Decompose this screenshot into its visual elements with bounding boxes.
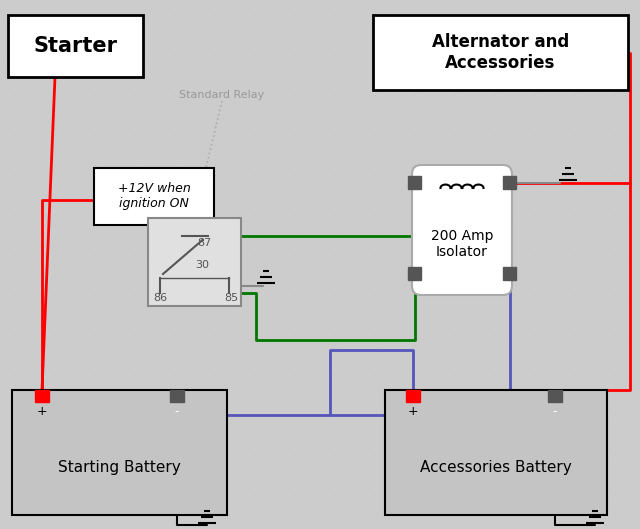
Bar [373, 15, 628, 90]
Bar [503, 267, 516, 280]
Text: 200 Amp
Isolator: 200 Amp Isolator [431, 229, 493, 259]
Bar [8, 15, 143, 77]
Bar [408, 267, 421, 280]
Bar [94, 168, 214, 225]
FancyBboxPatch shape [412, 165, 512, 295]
Bar [385, 390, 607, 515]
Text: Starter: Starter [33, 36, 118, 56]
Bar [35, 390, 49, 402]
Bar [408, 176, 421, 189]
Bar [503, 176, 516, 189]
Text: 87: 87 [197, 238, 212, 248]
Text: Accessories Battery: Accessories Battery [420, 460, 572, 475]
Text: -: - [175, 405, 179, 418]
Text: Starting Battery: Starting Battery [58, 460, 181, 475]
Text: Alternator and
Accessories: Alternator and Accessories [432, 33, 569, 72]
Text: 85: 85 [224, 293, 238, 303]
Bar [170, 390, 184, 402]
Text: Standard Relay: Standard Relay [179, 90, 264, 100]
Bar [548, 390, 562, 402]
Text: -: - [553, 405, 557, 418]
Bar [12, 390, 227, 515]
Bar [406, 390, 420, 402]
Text: +12V when
ignition ON: +12V when ignition ON [118, 183, 190, 211]
Bar [148, 218, 241, 306]
Text: +: + [36, 405, 47, 418]
Text: +: + [408, 405, 419, 418]
Text: 86: 86 [153, 293, 167, 303]
Text: 30: 30 [195, 260, 209, 270]
